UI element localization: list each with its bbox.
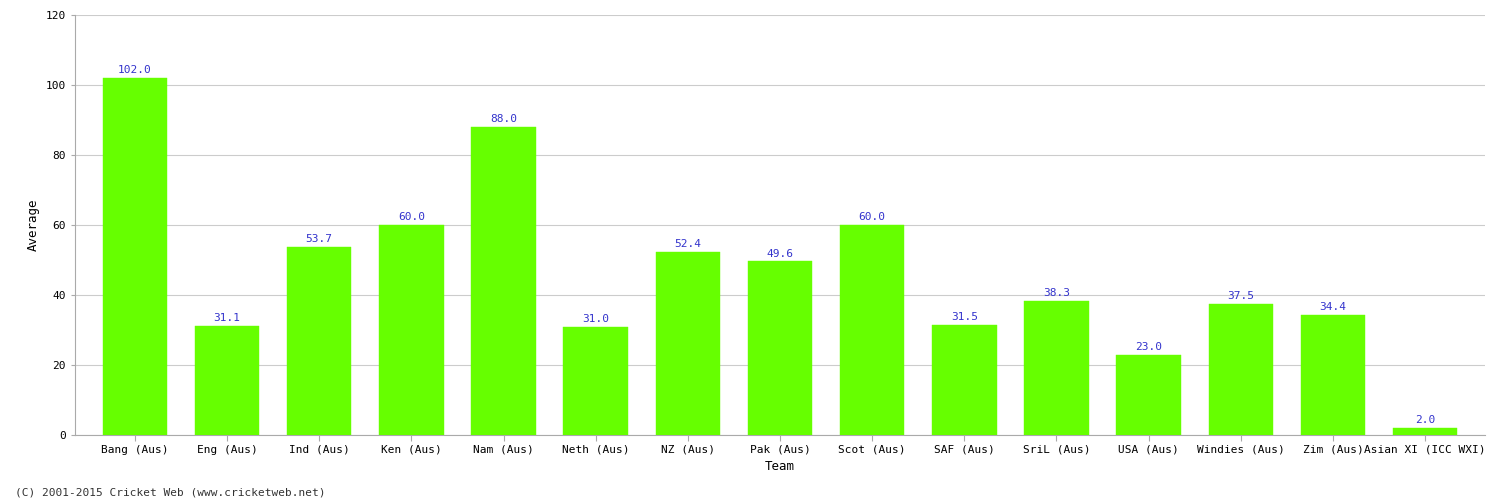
Text: 23.0: 23.0 (1136, 342, 1162, 351)
Bar (1394, 428, 1458, 435)
Text: 49.6: 49.6 (766, 248, 794, 258)
Text: 52.4: 52.4 (675, 239, 702, 249)
Text: 31.5: 31.5 (951, 312, 978, 322)
Bar (471, 127, 536, 435)
Bar (840, 225, 904, 435)
Text: 53.7: 53.7 (306, 234, 333, 244)
Y-axis label: Average: Average (27, 198, 40, 251)
Text: 102.0: 102.0 (118, 65, 152, 75)
Text: 31.0: 31.0 (582, 314, 609, 324)
Text: 60.0: 60.0 (398, 212, 424, 222)
Bar (1209, 304, 1274, 435)
Bar (195, 326, 260, 435)
Bar (380, 225, 444, 435)
Text: 37.5: 37.5 (1227, 291, 1254, 301)
X-axis label: Team: Team (765, 460, 795, 473)
Bar (747, 262, 813, 435)
Text: 34.4: 34.4 (1320, 302, 1347, 312)
Bar (286, 247, 351, 435)
Bar (656, 252, 720, 435)
Bar (102, 78, 166, 435)
Text: 31.1: 31.1 (213, 314, 240, 324)
Text: 60.0: 60.0 (858, 212, 885, 222)
Bar (932, 325, 996, 435)
Bar (1300, 314, 1365, 435)
Text: 88.0: 88.0 (490, 114, 517, 124)
Bar (1116, 354, 1180, 435)
Text: (C) 2001-2015 Cricket Web (www.cricketweb.net): (C) 2001-2015 Cricket Web (www.cricketwe… (15, 488, 326, 498)
Text: 38.3: 38.3 (1042, 288, 1070, 298)
Bar (564, 326, 628, 435)
Bar (1024, 301, 1089, 435)
Text: 2.0: 2.0 (1414, 415, 1436, 425)
